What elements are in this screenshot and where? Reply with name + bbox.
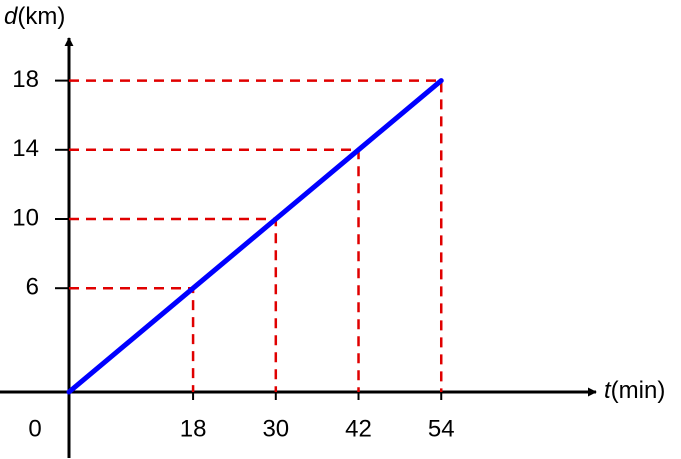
x-tick-label: 0 <box>28 415 41 442</box>
y-tick-label: 10 <box>12 204 39 231</box>
guide-line <box>69 79 443 392</box>
y-axis-label: d(km) <box>4 3 65 30</box>
x-label-unit: (min) <box>611 377 666 404</box>
x-tick-label: 30 <box>262 415 289 442</box>
y-tick-label: 18 <box>12 66 39 93</box>
y-label-unit: (km) <box>17 3 65 30</box>
y-label-symbol: d <box>4 3 18 30</box>
x-axis-label: t(min) <box>604 377 665 404</box>
x-tick-label: 18 <box>180 415 207 442</box>
y-tick-label: 6 <box>26 274 39 301</box>
y-tick-label: 14 <box>12 135 39 162</box>
data-line <box>66 78 444 395</box>
x-tick-label: 42 <box>345 415 372 442</box>
x-tick-label: 54 <box>428 415 455 442</box>
x-label-symbol: t <box>604 377 612 404</box>
